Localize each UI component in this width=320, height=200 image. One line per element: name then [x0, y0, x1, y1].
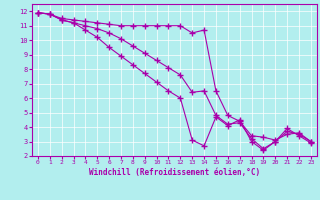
X-axis label: Windchill (Refroidissement éolien,°C): Windchill (Refroidissement éolien,°C) [89, 168, 260, 177]
